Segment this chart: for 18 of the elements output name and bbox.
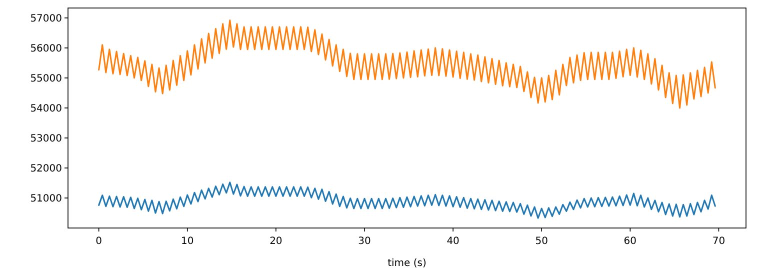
x-tick-label: 50 bbox=[535, 236, 548, 247]
y-tick-label: 54000 bbox=[30, 103, 62, 114]
line-series bbox=[98, 20, 716, 109]
x-tick-label: 30 bbox=[358, 236, 371, 247]
y-tick-label: 53000 bbox=[30, 133, 62, 144]
x-axis-title: time (s) bbox=[388, 258, 426, 269]
y-tick-label: 55000 bbox=[30, 73, 62, 84]
x-tick-label: 70 bbox=[712, 236, 726, 247]
y-tick-label: 56000 bbox=[30, 43, 62, 54]
line-series bbox=[98, 182, 716, 219]
y-tick-label: 52000 bbox=[30, 163, 62, 174]
x-tick-label: 0 bbox=[96, 236, 102, 247]
y-tick-label: 57000 bbox=[30, 13, 62, 24]
x-tick-label: 40 bbox=[446, 236, 460, 247]
x-tick-label: 20 bbox=[270, 236, 282, 247]
x-tick-label: 10 bbox=[181, 236, 194, 247]
y-tick-label: 51000 bbox=[30, 193, 62, 204]
x-tick-label: 60 bbox=[624, 236, 637, 247]
